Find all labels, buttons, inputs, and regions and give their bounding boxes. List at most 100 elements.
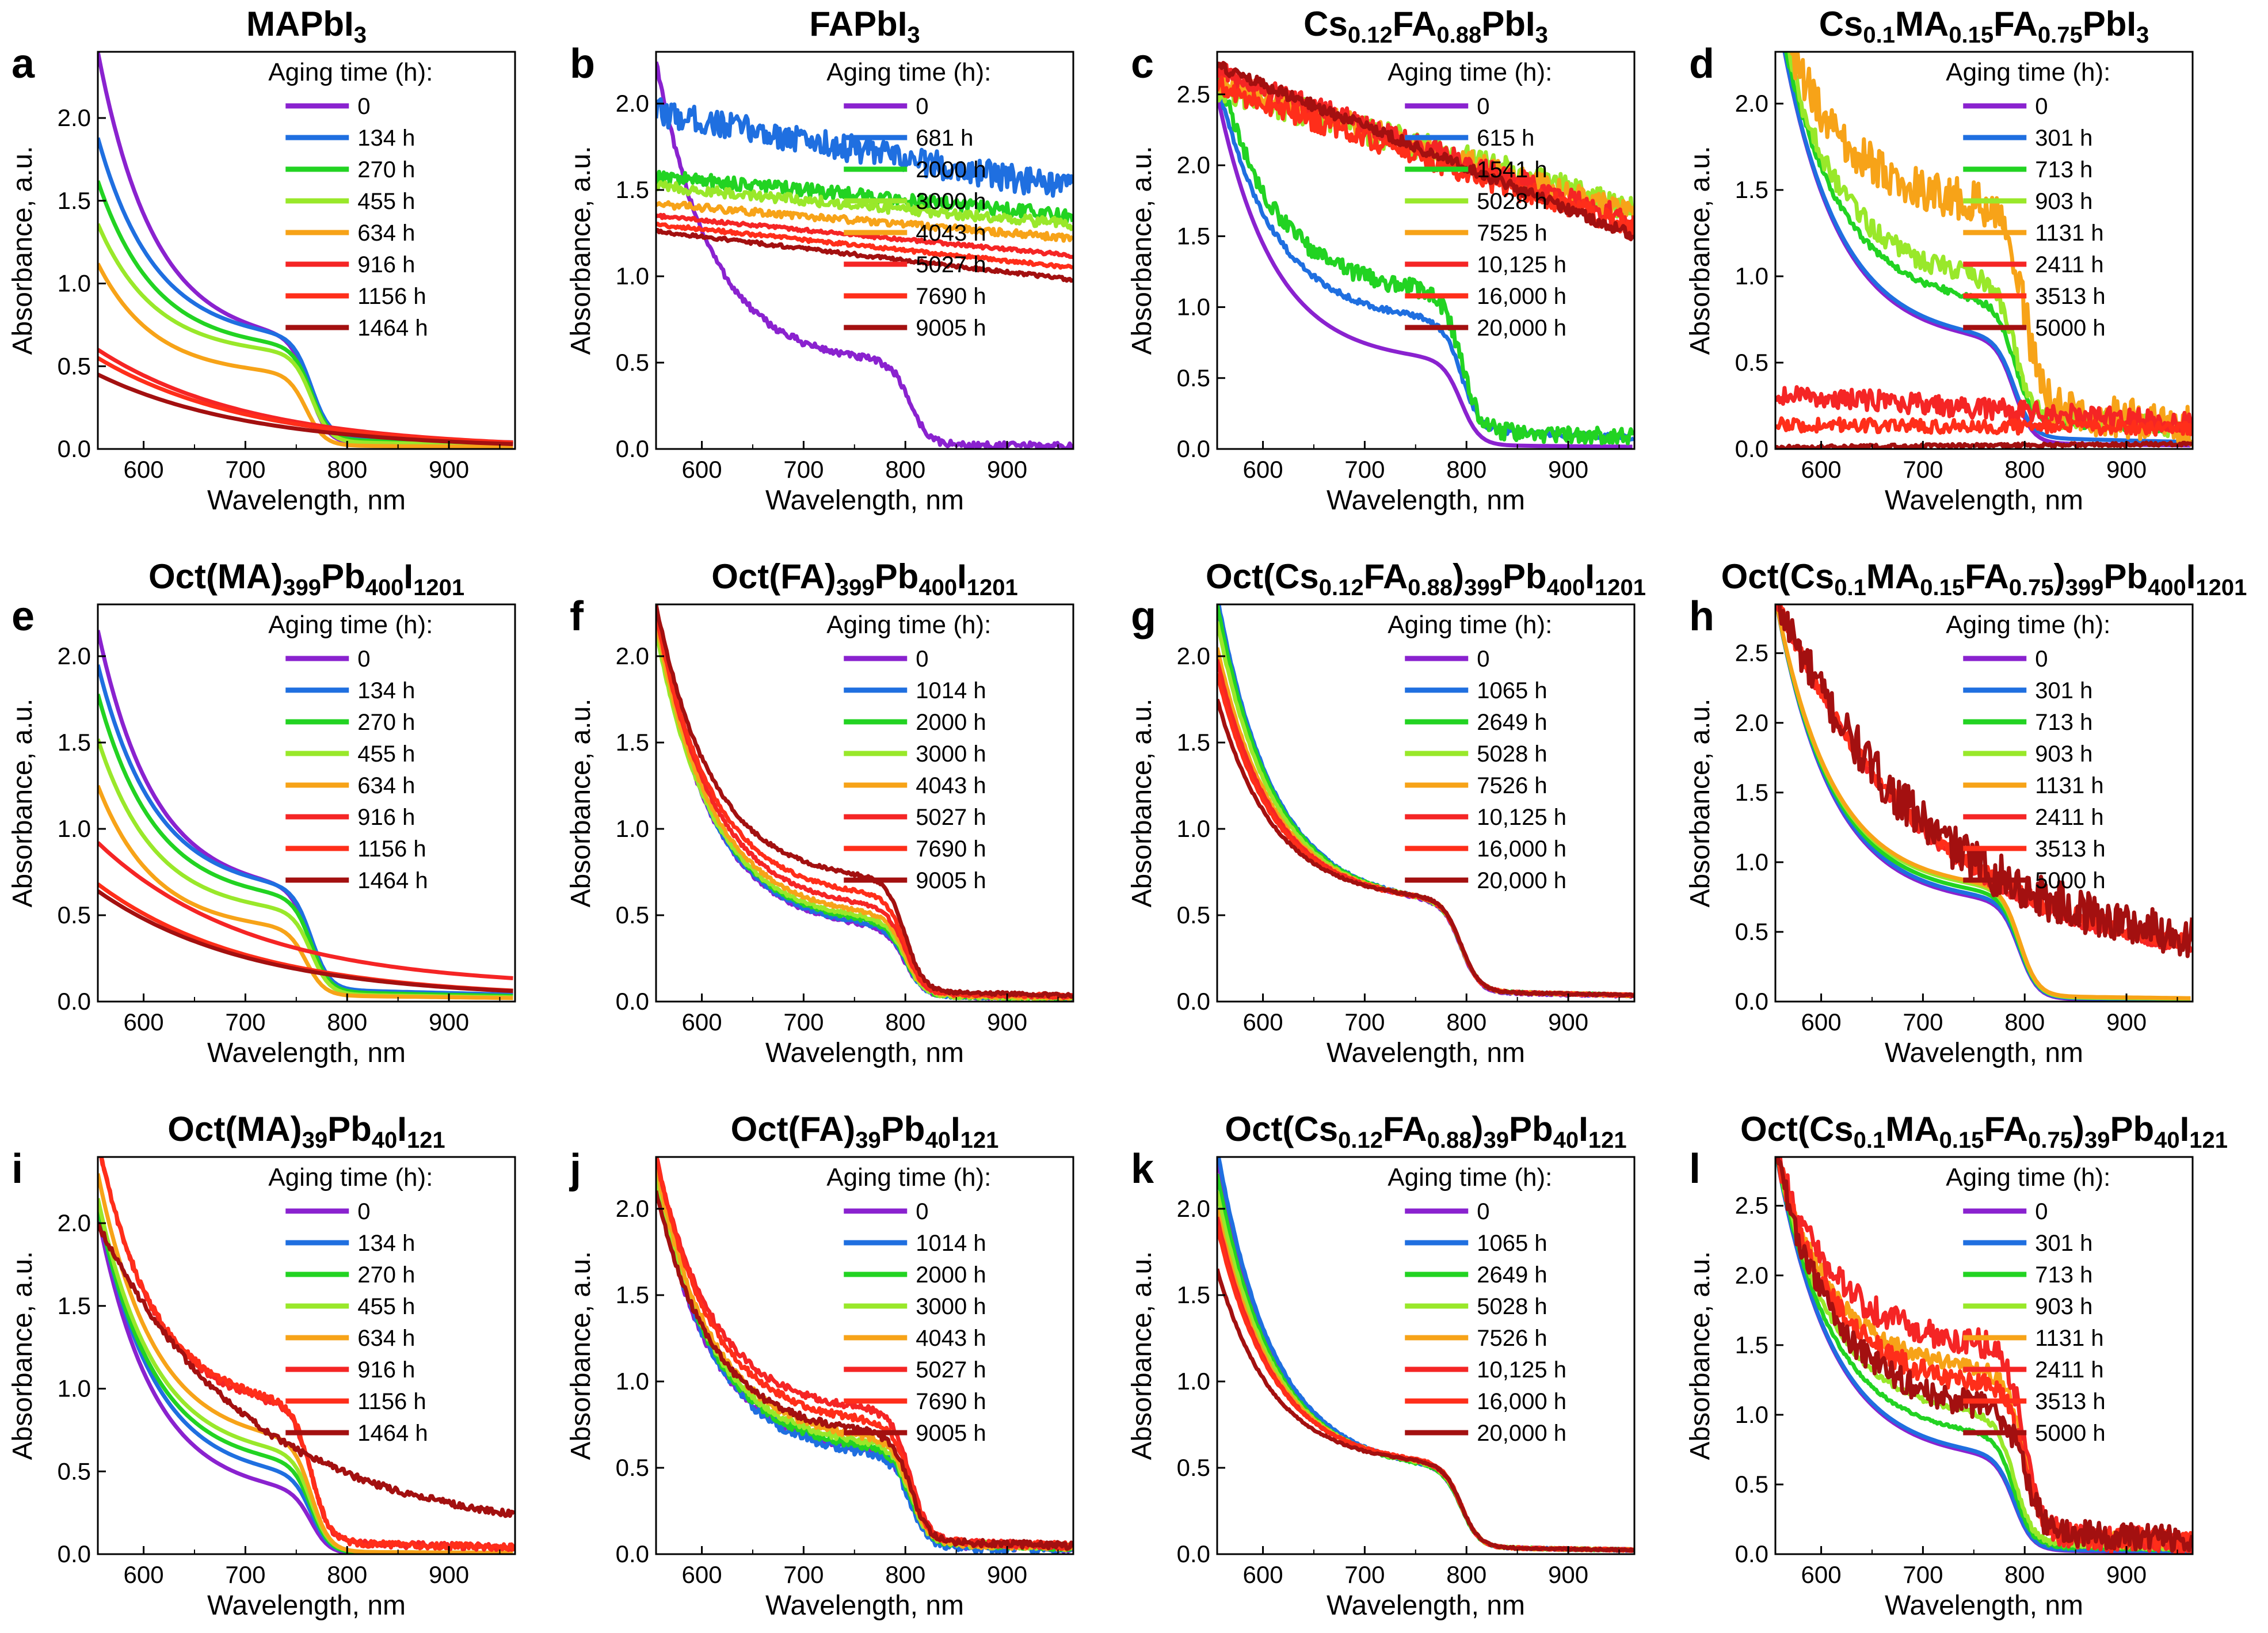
chart-title: MAPbI3 xyxy=(246,5,367,48)
legend-label: 0 xyxy=(1477,1199,1489,1224)
title-segment: PbI xyxy=(1481,5,1535,43)
title-segment: MA xyxy=(1866,557,1920,596)
legend-label: 634 h xyxy=(357,773,415,798)
title-segment: MA xyxy=(1885,1110,1939,1148)
series-line-7 xyxy=(98,372,513,446)
panel-a: a MAPbI3 600 700 800 900 0.0 0.5 1.0 1.5 2.0 Wavele… xyxy=(7,5,516,516)
legend-title: Aging time (h): xyxy=(1388,58,1552,86)
title-segment: Oct(Cs xyxy=(1721,557,1835,596)
y-axis-label: Absorbance, a.u. xyxy=(7,146,38,355)
title-segment: FA xyxy=(1984,1110,2028,1148)
legend-label: 2000 h xyxy=(916,157,986,182)
legend-label: 1464 h xyxy=(357,868,428,893)
y-tick-label: 0.5 xyxy=(616,901,649,928)
legend-label: 10,125 h xyxy=(1477,1357,1566,1383)
y-tick-label: 1.0 xyxy=(1735,848,1768,875)
panel-letter: k xyxy=(1131,1146,1154,1192)
chart-title: Oct(MA)39Pb40I121 xyxy=(167,1110,445,1153)
title-subscript: 0.1 xyxy=(1854,1128,1886,1153)
legend-label: 2649 h xyxy=(1477,1262,1547,1288)
legend-label: 713 h xyxy=(2035,157,2092,182)
legend-label: 3000 h xyxy=(916,189,986,214)
y-tick-label: 1.5 xyxy=(1735,779,1768,806)
title-segment: Pb xyxy=(881,1110,925,1148)
title-segment: Pb xyxy=(2110,1110,2154,1148)
x-tick-label: 600 xyxy=(1801,456,1842,483)
series-line-7 xyxy=(1775,440,2193,449)
legend-label: 5027 h xyxy=(916,805,986,830)
y-tick-label: 0.5 xyxy=(1177,901,1210,928)
y-tick-label: 0.5 xyxy=(58,1457,91,1484)
legend-label: 903 h xyxy=(2035,189,2092,214)
y-tick-label: 0.5 xyxy=(58,901,91,928)
series-line-5 xyxy=(656,212,1073,259)
title-segment: ) xyxy=(2073,1110,2084,1148)
legend-label: 270 h xyxy=(357,1262,415,1288)
plot-frame xyxy=(1216,51,1636,450)
y-tick-label: 2.0 xyxy=(1735,90,1768,117)
y-tick-label: 1.0 xyxy=(58,1375,91,1402)
x-axis-label: Wavelength, nm xyxy=(1327,485,1525,516)
legend-title: Aging time (h): xyxy=(1946,611,2110,639)
y-tick-label: 2.0 xyxy=(1177,1195,1210,1222)
series-line-7 xyxy=(1217,1268,1634,1553)
series-line-2 xyxy=(656,1173,1073,1552)
series-line-0 xyxy=(656,61,1073,449)
x-tick-label: 600 xyxy=(682,1008,722,1036)
title-subscript: 0.12 xyxy=(1348,22,1393,48)
x-tick-label: 800 xyxy=(885,1008,925,1036)
panel-letter: g xyxy=(1131,593,1156,640)
x-tick-label: 900 xyxy=(2106,1561,2147,1588)
y-axis-label: Absorbance, a.u. xyxy=(7,699,38,908)
plot-frame xyxy=(1774,51,2194,450)
x-axis-label: Wavelength, nm xyxy=(1327,1038,1525,1068)
legend-label: 7690 h xyxy=(916,1389,986,1414)
series-line-2 xyxy=(1217,63,1634,446)
series-line-4 xyxy=(98,1173,513,1554)
legend-label: 2000 h xyxy=(916,710,986,735)
panel-letter: l xyxy=(1689,1146,1701,1192)
panel-l: l Oct(Cs0.1MA0.15FA0.75)39Pb40I121 600 700 8… xyxy=(1685,1110,2228,1621)
x-tick-label: 600 xyxy=(124,1561,164,1588)
series-line-7 xyxy=(98,889,513,993)
legend-label: 7690 h xyxy=(916,836,986,862)
title-segment: Oct(Cs xyxy=(1740,1110,1854,1148)
series-group xyxy=(656,61,1073,449)
x-tick-label: 900 xyxy=(429,1008,469,1036)
title-segment: FA xyxy=(1364,557,1408,596)
title-segment: Cs xyxy=(1819,5,1863,43)
x-tick-label: 800 xyxy=(327,1008,367,1036)
legend-label: 20,000 h xyxy=(1477,1421,1566,1446)
y-tick-label: 1.5 xyxy=(1735,1331,1768,1358)
y-tick-label: 1.5 xyxy=(1735,176,1768,203)
y-tick-label: 1.0 xyxy=(616,815,649,842)
y-tick-label: 0.0 xyxy=(58,988,91,1015)
panel-b: b FAPbI3 600 700 800 900 0.0 0.5 1.0 1.5 2.0 Wavele… xyxy=(566,5,1074,516)
title-segment: Oct(MA) xyxy=(167,1110,302,1148)
y-tick-label: 0.0 xyxy=(58,1540,91,1567)
title-subscript: 399 xyxy=(836,575,875,600)
series-line-4 xyxy=(98,262,513,449)
x-tick-label: 700 xyxy=(225,1561,265,1588)
plot-frame xyxy=(1774,603,2194,1003)
x-tick-label: 800 xyxy=(2004,456,2045,483)
x-tick-label: 800 xyxy=(1446,456,1486,483)
y-tick-label: 0.0 xyxy=(616,1540,649,1567)
title-segment: I xyxy=(1579,1110,1588,1148)
title-subscript: 400 xyxy=(2148,575,2186,600)
series-line-7 xyxy=(1777,604,2193,958)
panel-letter: i xyxy=(12,1146,23,1192)
title-subscript: 40 xyxy=(372,1128,398,1153)
title-segment: Oct(MA) xyxy=(148,557,283,596)
series-line-3 xyxy=(98,223,513,447)
legend-label: 681 h xyxy=(916,125,973,151)
panel-letter: e xyxy=(12,593,35,640)
series-line-4 xyxy=(656,200,1073,243)
series-group xyxy=(656,604,1073,1002)
legend-label: 634 h xyxy=(357,1326,415,1351)
legend-label: 3000 h xyxy=(916,1294,986,1319)
legend-label: 9005 h xyxy=(916,868,986,893)
plot-frame xyxy=(655,51,1074,450)
legend-label: 1065 h xyxy=(1477,678,1547,703)
